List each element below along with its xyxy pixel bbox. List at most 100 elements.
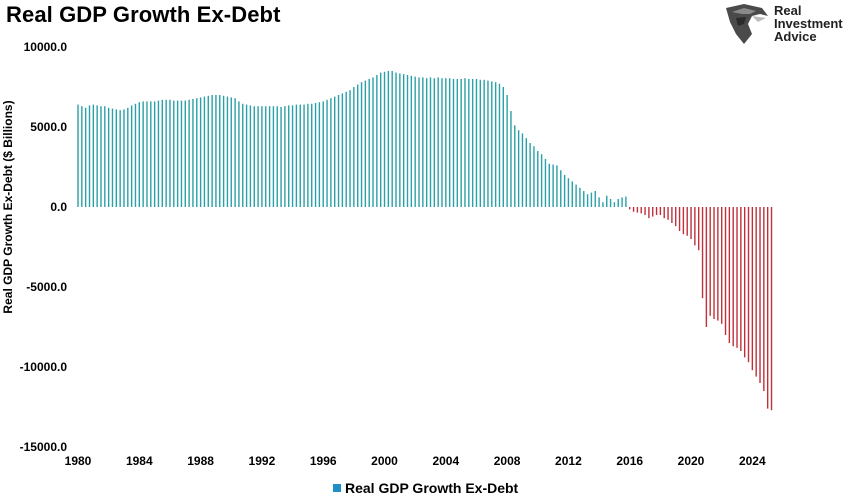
x-tick-label: 1984: [126, 454, 153, 468]
bar: [111, 108, 114, 207]
bar: [334, 96, 336, 207]
bar: [368, 79, 370, 207]
bar: [537, 151, 539, 207]
bar: [655, 207, 658, 215]
bar: [96, 105, 98, 207]
bar: [456, 79, 459, 207]
bar: [510, 111, 512, 207]
bar: [502, 87, 504, 207]
x-tick-label: 2012: [555, 454, 582, 468]
bar: [625, 196, 627, 207]
bar: [364, 80, 367, 207]
bar: [395, 72, 397, 207]
bar: [100, 106, 102, 207]
bar: [414, 76, 416, 207]
y-tick-label: 5000.0: [30, 120, 67, 134]
bar: [345, 91, 347, 207]
bar: [521, 133, 524, 207]
bar: [410, 75, 413, 207]
brand-line-1: Real: [774, 3, 802, 18]
bar: [579, 187, 581, 207]
bar: [169, 99, 171, 207]
bar: [552, 164, 554, 207]
bar: [402, 74, 405, 207]
bar: [142, 101, 144, 207]
bar: [594, 191, 596, 207]
bar: [705, 207, 708, 327]
bar: [529, 143, 531, 207]
bar: [743, 207, 746, 358]
bar: [686, 207, 688, 236]
chart-title: Real GDP Growth Ex-Debt: [6, 2, 281, 27]
bar: [238, 101, 240, 207]
bar: [747, 207, 750, 363]
bar: [494, 82, 497, 207]
bar: [678, 207, 681, 231]
bar: [701, 207, 704, 299]
bar: [192, 99, 194, 207]
y-axis-title: Real GDP Growth Ex-Debt ($ Billions): [1, 100, 15, 313]
bar: [311, 103, 313, 207]
bar: [326, 99, 328, 207]
bar: [146, 101, 148, 207]
bar: [295, 104, 298, 207]
bar: [736, 207, 738, 348]
bar: [127, 107, 129, 207]
bar: [123, 109, 125, 207]
y-tick-label: -15000.0: [20, 440, 68, 454]
bar: [157, 100, 160, 207]
bar: [563, 175, 566, 207]
x-tick-label: 2024: [739, 454, 766, 468]
bar: [475, 79, 478, 207]
bar: [242, 103, 244, 207]
bar: [675, 207, 677, 227]
bar: [207, 95, 209, 207]
bar: [464, 78, 466, 207]
bar: [663, 207, 665, 219]
bar: [104, 106, 106, 207]
bar: [276, 106, 278, 207]
x-tick-label: 1988: [187, 454, 214, 468]
bar: [694, 207, 696, 246]
bar: [184, 100, 186, 207]
bar: [452, 79, 455, 207]
bar: [728, 207, 731, 343]
x-tick-label: 2000: [371, 454, 398, 468]
bar: [437, 77, 439, 208]
bar: [602, 202, 604, 207]
bar: [249, 105, 252, 207]
bar: [318, 102, 321, 207]
bar: [188, 99, 190, 207]
bar: [766, 207, 769, 409]
bar: [211, 95, 213, 207]
bar: [314, 103, 317, 207]
legend-swatch: [333, 484, 341, 492]
bar: [341, 93, 344, 207]
x-tick-label: 2020: [678, 454, 705, 468]
bar: [770, 207, 773, 411]
bar: [107, 107, 110, 207]
bar: [724, 207, 727, 335]
bar: [357, 84, 359, 207]
bar: [257, 106, 259, 207]
bar: [640, 207, 642, 214]
bar: [441, 78, 443, 207]
bar: [376, 75, 378, 207]
bar: [717, 207, 719, 321]
eagle-head-icon: [726, 4, 768, 44]
brand-logo: Real Investment Advice: [722, 2, 862, 48]
bar: [491, 81, 493, 207]
bar: [130, 105, 133, 207]
y-tick-label: -10000.0: [20, 360, 68, 374]
bar: [629, 207, 631, 210]
bar: [307, 103, 309, 207]
bar: [119, 110, 121, 207]
bar: [288, 105, 290, 207]
bar: [609, 199, 612, 207]
bar: [659, 207, 662, 215]
bar: [379, 72, 382, 207]
bar: [690, 207, 692, 239]
y-tick-label: -5000.0: [26, 280, 67, 294]
bar: [525, 138, 527, 207]
bar: [84, 107, 87, 207]
